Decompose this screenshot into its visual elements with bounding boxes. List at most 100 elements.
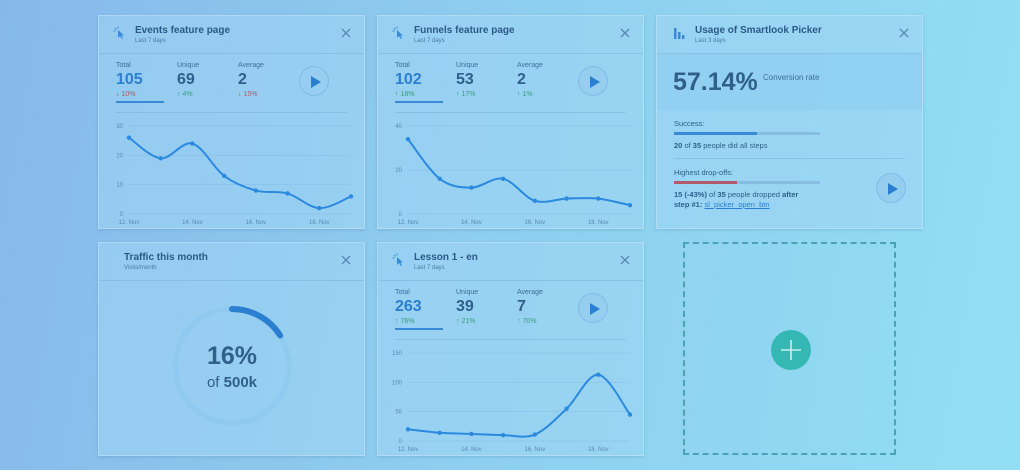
funnels-line-chart: 0 20 40 12. Nov 14. Nov 16. Nov 18. Nov <box>395 124 633 226</box>
data-point <box>627 412 633 417</box>
events-card: Events feature page Last 7 days Total 10… <box>98 15 365 229</box>
success-bar-fill <box>674 132 758 135</box>
data-point <box>564 406 569 411</box>
card-header: Events feature page Last 7 days <box>99 16 364 54</box>
data-point <box>532 432 538 437</box>
close-icon[interactable] <box>340 27 352 39</box>
card-header: Funnels feature page Last 7 days <box>378 16 643 54</box>
play-button[interactable] <box>299 66 329 96</box>
card-header: Traffic this month Visits/month <box>99 243 364 281</box>
close-icon[interactable] <box>619 254 631 266</box>
picker-card: Usage of Smartlook Picker Last 3 days 57… <box>656 15 923 229</box>
dropoff-total: 35 <box>717 190 726 199</box>
card-title: Funnels feature page <box>414 25 515 36</box>
stat-value-unique: 39 <box>456 298 474 315</box>
dropoff-bar-track <box>674 181 820 184</box>
data-point <box>437 176 442 181</box>
data-point <box>221 173 227 179</box>
dropoff-bar-fill <box>674 181 737 184</box>
play-icon <box>888 183 898 195</box>
x-tick-label: 16. Nov <box>525 220 546 226</box>
x-tick-label: 18. Nov <box>588 220 609 226</box>
y-tick-label: 10 <box>116 183 123 189</box>
data-point <box>348 194 354 199</box>
y-tick-label: 30 <box>116 124 123 130</box>
y-tick-label: 20 <box>116 153 123 159</box>
data-point <box>158 156 163 161</box>
data-point <box>627 203 633 208</box>
dropoff-label: Highest drop-offs: <box>674 168 734 177</box>
data-point <box>437 430 442 435</box>
dropoff-step: step #1: sl_picker_open_btn <box>674 200 770 209</box>
stat-change-unique: ↑ 21% <box>456 318 476 325</box>
traffic-total-value: 500k <box>223 374 258 391</box>
data-point <box>405 137 411 142</box>
stat-value-total: 105 <box>116 71 143 88</box>
play-button[interactable] <box>876 173 906 203</box>
stat-label-total: Total <box>395 62 410 69</box>
success-total: 35 <box>692 141 702 150</box>
play-icon <box>590 76 600 88</box>
data-point <box>596 372 601 377</box>
x-tick-label: 18. Nov <box>309 220 330 226</box>
success-label: Success: <box>674 119 705 128</box>
dropoff-step-link[interactable]: sl_picker_open_btn <box>704 200 770 209</box>
stat-change-unique: ↑ 4% <box>177 91 193 98</box>
add-widget-placeholder[interactable] <box>683 242 896 455</box>
conversion-band <box>657 54 922 110</box>
stat-change-average: ↓ 15% <box>238 91 258 98</box>
success-count: 20 <box>674 141 683 150</box>
stat-value-average: 2 <box>238 71 247 88</box>
data-point <box>469 185 474 190</box>
active-stat-underline <box>395 101 443 103</box>
divider <box>674 158 905 159</box>
card-subtitle: Last 7 days <box>414 265 445 271</box>
traffic-total: of 500k <box>172 374 292 391</box>
dropoff-summary: 15 (-43%) of 35 people dropped after <box>674 190 798 199</box>
series-line <box>407 138 631 207</box>
plus-icon <box>781 340 801 360</box>
conversion-rate-value: 57.14% <box>673 68 758 96</box>
lesson-line-chart: 0 50 100 150 12. Nov 14. Nov 16. Nov 18. Nov <box>392 351 633 453</box>
data-point <box>500 176 506 181</box>
stat-label-average: Average <box>517 289 543 296</box>
stat-value-unique: 69 <box>177 71 195 88</box>
cursor-click-icon <box>392 253 403 266</box>
success-of: of <box>684 141 691 150</box>
x-tick-label: 16. Nov <box>246 220 267 226</box>
add-widget-button[interactable] <box>771 330 811 370</box>
card-subtitle: Last 3 days <box>695 38 726 44</box>
y-tick-label: 150 <box>392 351 403 357</box>
data-point <box>317 205 322 211</box>
card-subtitle: Last 7 days <box>414 38 445 44</box>
close-icon[interactable] <box>898 27 910 39</box>
events-line-chart: 0 10 20 30 12. Nov 14. Nov 16. Nov 18. Nov <box>116 124 354 226</box>
donut-fill-arc <box>229 306 284 339</box>
data-point <box>126 135 132 140</box>
data-point <box>405 427 411 432</box>
data-point <box>469 431 474 437</box>
data-point <box>190 141 195 146</box>
card-subtitle: Visits/month <box>124 265 157 271</box>
dropoff-step-label: step #1: <box>674 200 703 209</box>
y-tick-label: 0 <box>399 439 403 445</box>
stat-change-average: ↑ 1% <box>517 91 533 98</box>
x-tick-label: 12. Nov <box>398 220 419 226</box>
divider <box>395 112 626 113</box>
active-stat-underline <box>395 328 443 330</box>
cursor-click-icon <box>392 26 403 39</box>
play-button[interactable] <box>578 293 608 323</box>
stat-value-total: 263 <box>395 298 422 315</box>
stat-label-unique: Unique <box>456 62 479 69</box>
card-header: Usage of Smartlook Picker Last 3 days <box>657 16 922 54</box>
cursor-click-icon <box>113 26 124 39</box>
dropoff-after: after <box>782 190 799 199</box>
stat-change-total: ↓ 10% <box>116 91 136 98</box>
y-tick-label: 40 <box>395 124 402 130</box>
close-icon[interactable] <box>340 254 352 266</box>
play-button[interactable] <box>578 66 608 96</box>
play-icon <box>311 76 321 88</box>
card-title: Traffic this month <box>124 252 208 263</box>
lesson-card: Lesson 1 - en Last 7 days Total 263 ↑ 76… <box>377 242 644 456</box>
close-icon[interactable] <box>619 27 631 39</box>
